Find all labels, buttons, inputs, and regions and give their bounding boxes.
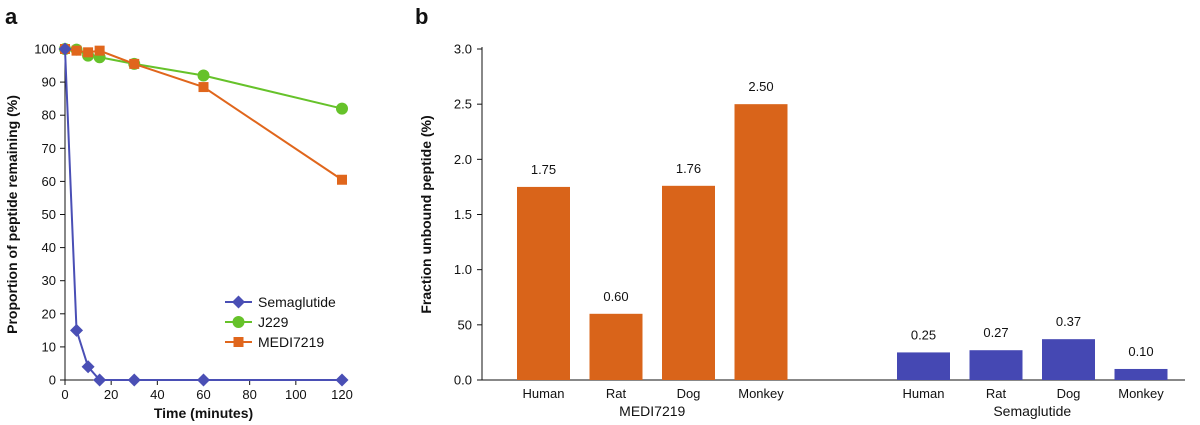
y-tick-label: 50	[42, 207, 56, 222]
legend-label: Semaglutide	[258, 294, 336, 310]
bar-medi7219-dog	[662, 185, 715, 380]
legend-marker	[232, 316, 245, 328]
group-label: MEDI7219	[619, 403, 685, 419]
category-label: Rat	[606, 386, 627, 401]
y-tick-label: 0	[49, 373, 56, 388]
x-tick-label: 20	[104, 387, 118, 402]
data-point-semaglutide	[335, 373, 349, 387]
bar-value-label: 0.10	[1128, 344, 1153, 359]
line-chart-a: 0 10 20 30 40 50 60 70 80 90 100 0 20 40 60 80 100 120 Tim…	[4, 42, 353, 422]
y-tick-label: 20	[42, 306, 56, 321]
y-tick-label: 50	[458, 317, 472, 332]
bar-semaglutide-dog	[1042, 339, 1095, 380]
category-label: Dog	[677, 386, 701, 401]
data-point-semaglutide	[93, 373, 107, 387]
x-axis-title: Time (minutes)	[154, 405, 253, 421]
data-point-medi7219	[83, 47, 94, 58]
x-tick-label: 100	[285, 387, 307, 402]
bar-value-label: 0.25	[911, 327, 936, 342]
data-point-semaglutide	[197, 373, 210, 387]
category-label: Rat	[986, 386, 1007, 401]
y-tick-label: 2.5	[454, 97, 472, 112]
y-tick-label: 2.0	[454, 152, 472, 167]
bar-value-label: 1.75	[531, 162, 556, 177]
data-point-medi7219	[94, 45, 105, 56]
data-point-j229	[336, 102, 348, 115]
y-tick-label: 70	[42, 141, 56, 156]
y-tick-label: 40	[42, 240, 56, 255]
data-point-semaglutide	[58, 42, 72, 56]
legend-label: MEDI7219	[258, 334, 324, 350]
data-point-j229	[197, 69, 210, 82]
bar-value-label: 0.37	[1056, 314, 1081, 329]
data-point-medi7219	[129, 58, 140, 69]
bar-chart-b: 0.0 50 1.0 1.5 2.0 2.5 3.0 Fraction unbound pep…	[418, 42, 1185, 419]
bar-value-label: 2.50	[748, 79, 773, 94]
data-point-semaglutide	[81, 360, 95, 374]
category-label: Dog	[1057, 386, 1081, 401]
bar-medi7219-monkey	[734, 104, 788, 381]
x-tick-label: 120	[331, 387, 353, 402]
category-label: Monkey	[738, 386, 784, 401]
data-point-semaglutide	[70, 323, 84, 337]
bar-semaglutide-human	[897, 352, 950, 380]
data-point-medi7219	[71, 45, 82, 56]
data-point-medi7219	[198, 82, 209, 93]
y-tick-label: 10	[42, 339, 56, 354]
bar-value-label: 0.60	[603, 289, 628, 304]
bar-semaglutide-monkey	[1114, 368, 1168, 380]
bar-value-label: 1.76	[676, 161, 701, 176]
y-tick-label: 1.0	[454, 262, 472, 277]
data-point-semaglutide	[127, 373, 141, 387]
y-axis-title: Proportion of peptide remaining (%)	[4, 95, 20, 334]
series-line-medi7219	[64, 48, 343, 181]
bar-medi7219-rat	[589, 313, 643, 380]
bar-semaglutide-rat	[969, 350, 1023, 380]
y-tick-label: 3.0	[454, 42, 472, 57]
x-tick-label: 80	[242, 387, 256, 402]
legend-marker	[232, 295, 245, 309]
data-point-medi7219	[337, 174, 347, 185]
category-label: Human	[903, 386, 945, 401]
bar-value-label: 0.27	[983, 325, 1008, 340]
bar-medi7219-human	[517, 186, 570, 380]
y-tick-label: 100	[34, 42, 56, 57]
legend-marker	[233, 337, 244, 347]
x-tick-label: 0	[61, 387, 68, 402]
y-tick-label: 90	[42, 75, 56, 90]
y-tick-label: 80	[42, 108, 56, 123]
category-label: Human	[523, 386, 565, 401]
x-tick-label: 40	[150, 387, 164, 402]
y-tick-label: 1.5	[454, 207, 472, 222]
legend-label: J229	[258, 314, 289, 330]
y-tick-label: 0.0	[454, 373, 472, 388]
panel-b-letter: b	[415, 4, 428, 29]
panel-a-letter: a	[5, 4, 18, 29]
y-tick-label: 30	[42, 273, 56, 288]
x-tick-label: 60	[196, 387, 210, 402]
group-label: Semaglutide	[993, 403, 1071, 419]
y-tick-label: 60	[42, 174, 56, 189]
y-axis-title: Fraction unbound peptide (%)	[418, 115, 434, 313]
category-label: Monkey	[1118, 386, 1164, 401]
